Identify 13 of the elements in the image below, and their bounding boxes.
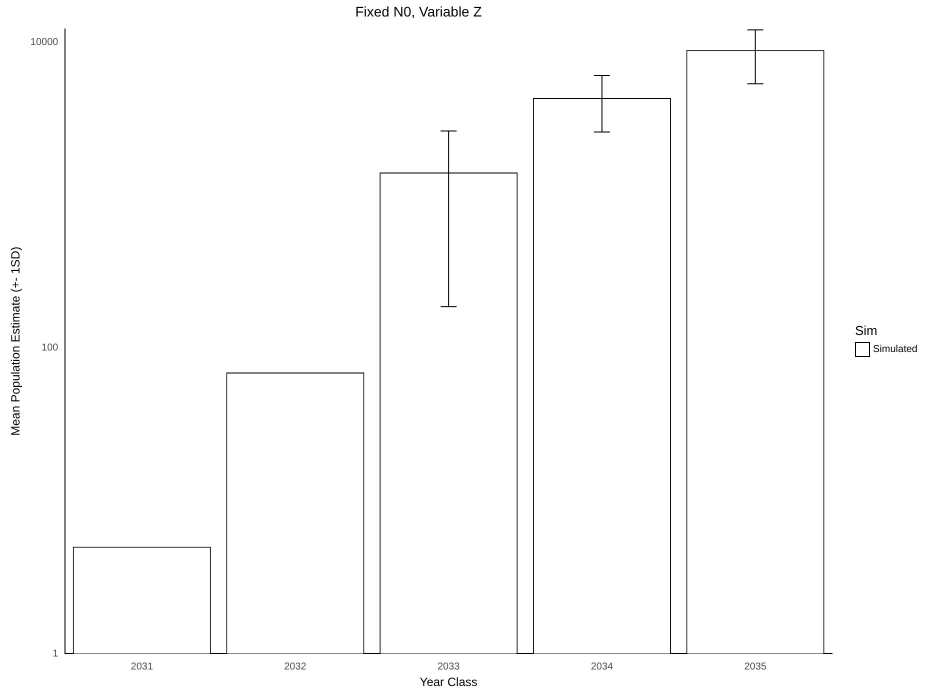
y-tick-label: 10000 xyxy=(30,36,59,48)
x-tick-label: 2031 xyxy=(130,661,154,672)
x-tick-label: 2035 xyxy=(744,661,767,672)
x-tick-label: 2034 xyxy=(590,661,614,672)
y-tick-label: 1 xyxy=(52,648,59,660)
x-axis-title: Year Class xyxy=(420,675,478,690)
y-tick-label: 100 xyxy=(42,342,59,354)
text: Simulated xyxy=(873,344,918,355)
legend-title: Sim xyxy=(855,323,878,338)
x-tick-label: 2032 xyxy=(284,661,307,672)
chart-title: Fixed N0, Variable Z xyxy=(355,3,482,20)
y-axis-title: Mean Population Estimate (+- 1SD) xyxy=(8,246,23,436)
x-tick-label: 2033 xyxy=(437,661,460,672)
